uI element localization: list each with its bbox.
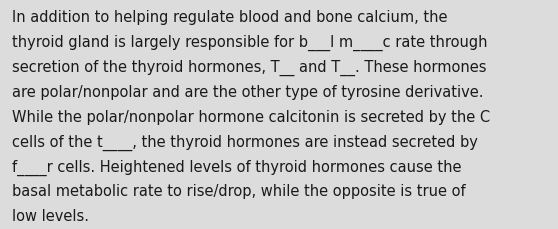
Text: thyroid gland is largely responsible for b___l m____c rate through: thyroid gland is largely responsible for…	[12, 35, 488, 51]
Text: low levels.: low levels.	[12, 208, 89, 223]
Text: f____r cells. Heightened levels of thyroid hormones cause the: f____r cells. Heightened levels of thyro…	[12, 159, 462, 175]
Text: are polar/nonpolar and are the other type of tyrosine derivative.: are polar/nonpolar and are the other typ…	[12, 85, 484, 99]
Text: While the polar/nonpolar hormone calcitonin is secreted by the C: While the polar/nonpolar hormone calcito…	[12, 109, 490, 124]
Text: secretion of the thyroid hormones, T__ and T__. These hormones: secretion of the thyroid hormones, T__ a…	[12, 60, 487, 76]
Text: cells of the t____, the thyroid hormones are instead secreted by: cells of the t____, the thyroid hormones…	[12, 134, 478, 150]
Text: In addition to helping regulate blood and bone calcium, the: In addition to helping regulate blood an…	[12, 10, 448, 25]
Text: basal metabolic rate to rise/drop, while the opposite is true of: basal metabolic rate to rise/drop, while…	[12, 183, 466, 198]
